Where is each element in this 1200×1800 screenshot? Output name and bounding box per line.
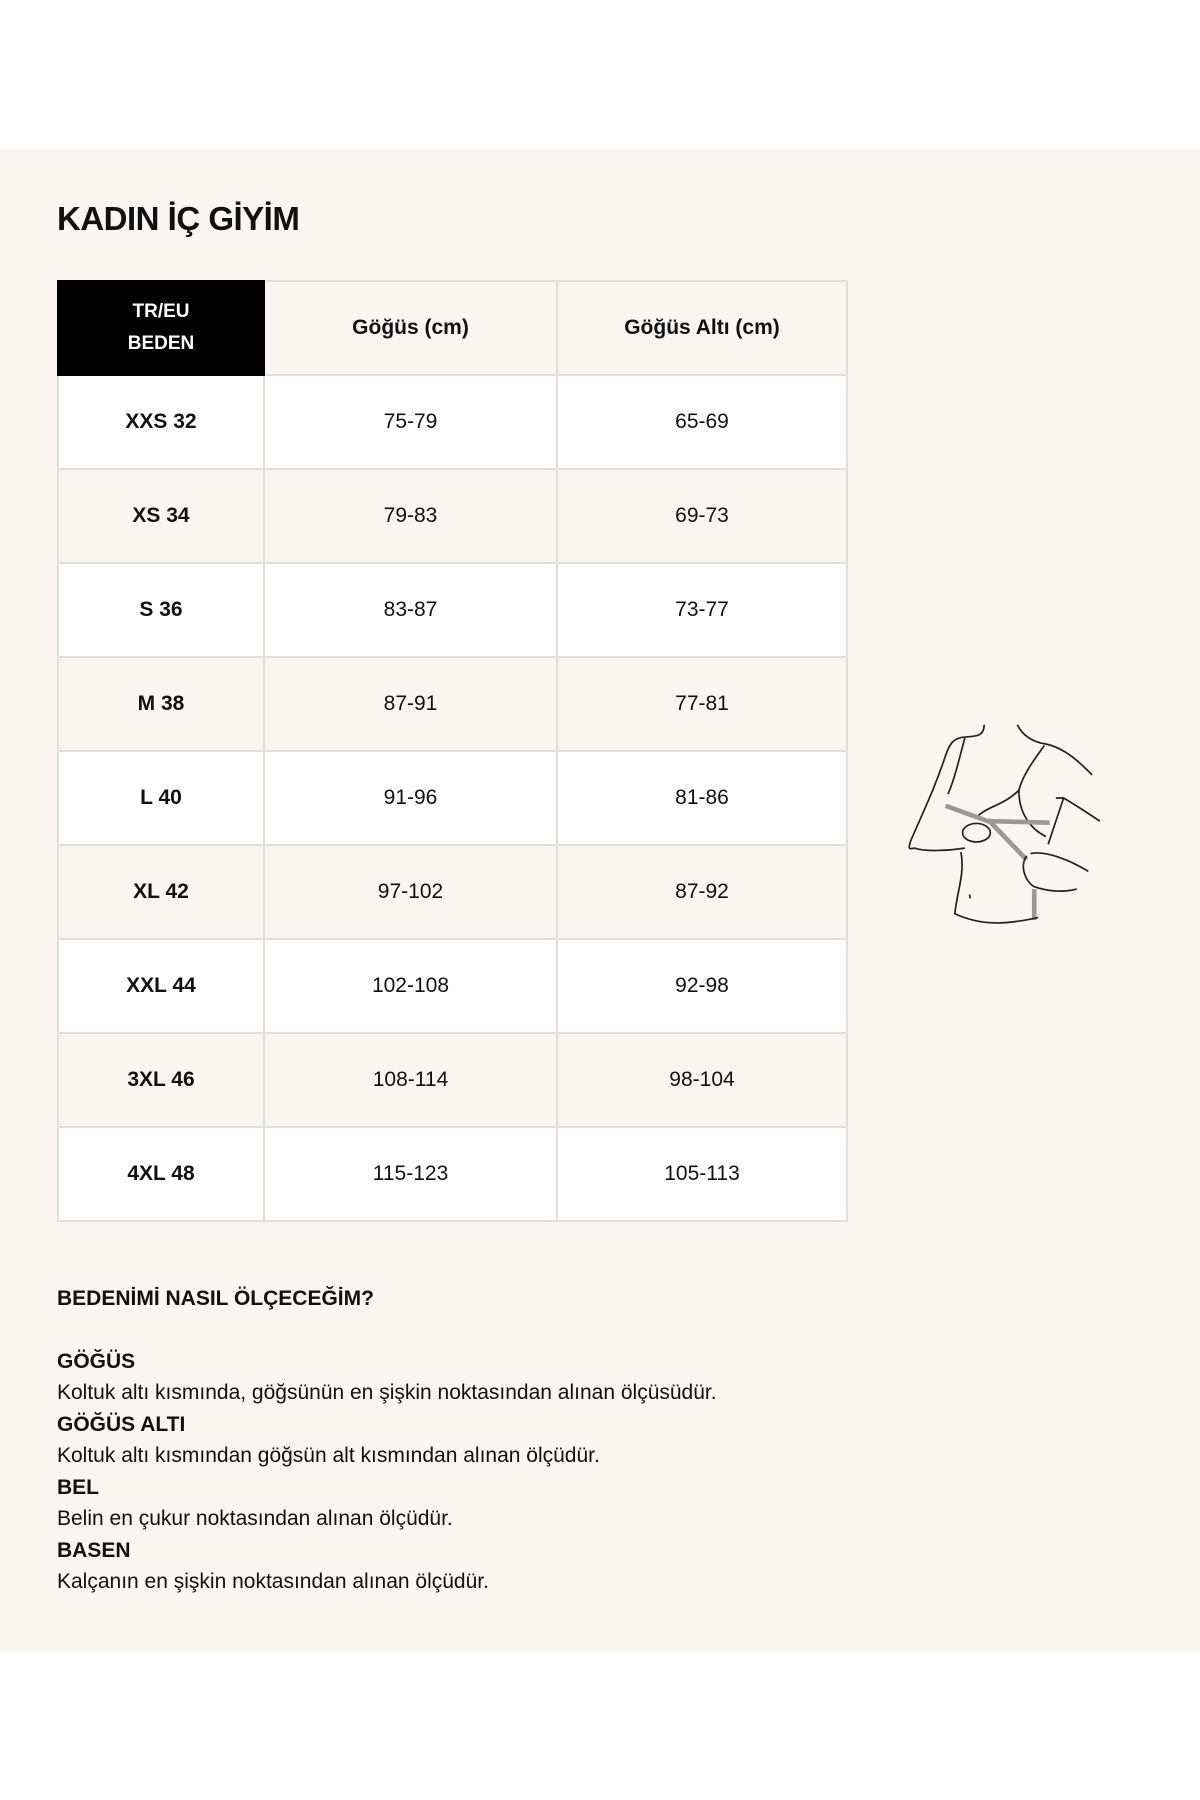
cell-bust: 97-102 — [263, 844, 558, 940]
cell-bust: 87-91 — [263, 656, 558, 752]
guide-text: Koltuk altı kısmından göğsün alt kısmınd… — [57, 1444, 600, 1467]
cell-bust: 79-83 — [263, 468, 558, 564]
cell-size: XXL 44 — [57, 938, 265, 1034]
cell-size: XL 42 — [57, 844, 265, 940]
cell-underbust: 81-86 — [556, 750, 848, 846]
cell-bust: 75-79 — [263, 374, 558, 470]
guide-heading: BASEN — [57, 1538, 131, 1562]
cell-underbust: 77-81 — [556, 656, 848, 752]
guide-text: Belin en çukur noktasından alınan ölçüdü… — [57, 1507, 453, 1530]
table-row: XL 42 97-102 87-92 — [57, 844, 848, 940]
table-row: M 38 87-91 77-81 — [57, 656, 848, 752]
cell-size: 4XL 48 — [57, 1126, 265, 1222]
table-row: L 40 91-96 81-86 — [57, 750, 848, 846]
cell-size: L 40 — [57, 750, 265, 846]
guide-heading: GÖĞÜS ALTI — [57, 1412, 186, 1436]
cell-size: S 36 — [57, 562, 265, 658]
bust-measurement-illustration — [908, 724, 1101, 924]
cell-bust: 115-123 — [263, 1126, 558, 1222]
table-row: XXL 44 102-108 92-98 — [57, 938, 848, 1034]
cell-underbust: 92-98 — [556, 938, 848, 1034]
cell-size: XXS 32 — [57, 374, 265, 470]
header-underbust: Göğüs Altı (cm) — [556, 280, 848, 376]
guide-heading: GÖĞÜS — [57, 1349, 136, 1373]
cell-size: XS 34 — [57, 468, 265, 564]
header-size-line1: TR/EU — [132, 301, 190, 322]
table-row: XXS 32 75-79 65-69 — [57, 374, 848, 470]
cell-size: M 38 — [57, 656, 265, 752]
guide-text: Koltuk altı kısmında, göğsünün en şişkin… — [57, 1381, 717, 1404]
cell-underbust: 65-69 — [556, 374, 848, 470]
cell-underbust: 69-73 — [556, 468, 848, 564]
cell-bust: 83-87 — [263, 562, 558, 658]
cell-underbust: 105-113 — [556, 1126, 848, 1222]
cell-underbust: 73-77 — [556, 562, 848, 658]
cell-underbust: 87-92 — [556, 844, 848, 940]
table-row: S 36 83-87 73-77 — [57, 562, 848, 658]
cell-size: 3XL 46 — [57, 1032, 265, 1128]
table-row: 4XL 48 115-123 105-113 — [57, 1126, 848, 1222]
table-row: XS 34 79-83 69-73 — [57, 468, 848, 564]
header-size: TR/EU BEDEN — [57, 280, 265, 376]
table-row: 3XL 46 108-114 98-104 — [57, 1032, 848, 1128]
cell-bust: 108-114 — [263, 1032, 558, 1128]
page-title: KADIN İÇ GİYİM — [57, 200, 300, 237]
header-bust: Göğüs (cm) — [263, 280, 558, 376]
guide-text: Kalçanın en şişkin noktasından alınan öl… — [57, 1570, 489, 1593]
size-table: TR/EU BEDEN Göğüs (cm) Göğüs Altı (cm) XX… — [57, 280, 848, 1222]
measurement-guide: BEDENİMİ NASIL ÖLÇECEĞİM? GÖĞÜS Koltuk al… — [57, 1283, 717, 1598]
table-header-row: TR/EU BEDEN Göğüs (cm) Göğüs Altı (cm) — [57, 280, 848, 376]
cell-bust: 102-108 — [263, 938, 558, 1034]
cell-bust: 91-96 — [263, 750, 558, 846]
header-size-line2: BEDEN — [127, 333, 195, 354]
cell-underbust: 98-104 — [556, 1032, 848, 1128]
guide-heading: BEL — [57, 1475, 99, 1499]
guide-question: BEDENİMİ NASIL ÖLÇECEĞİM? — [57, 1287, 374, 1310]
